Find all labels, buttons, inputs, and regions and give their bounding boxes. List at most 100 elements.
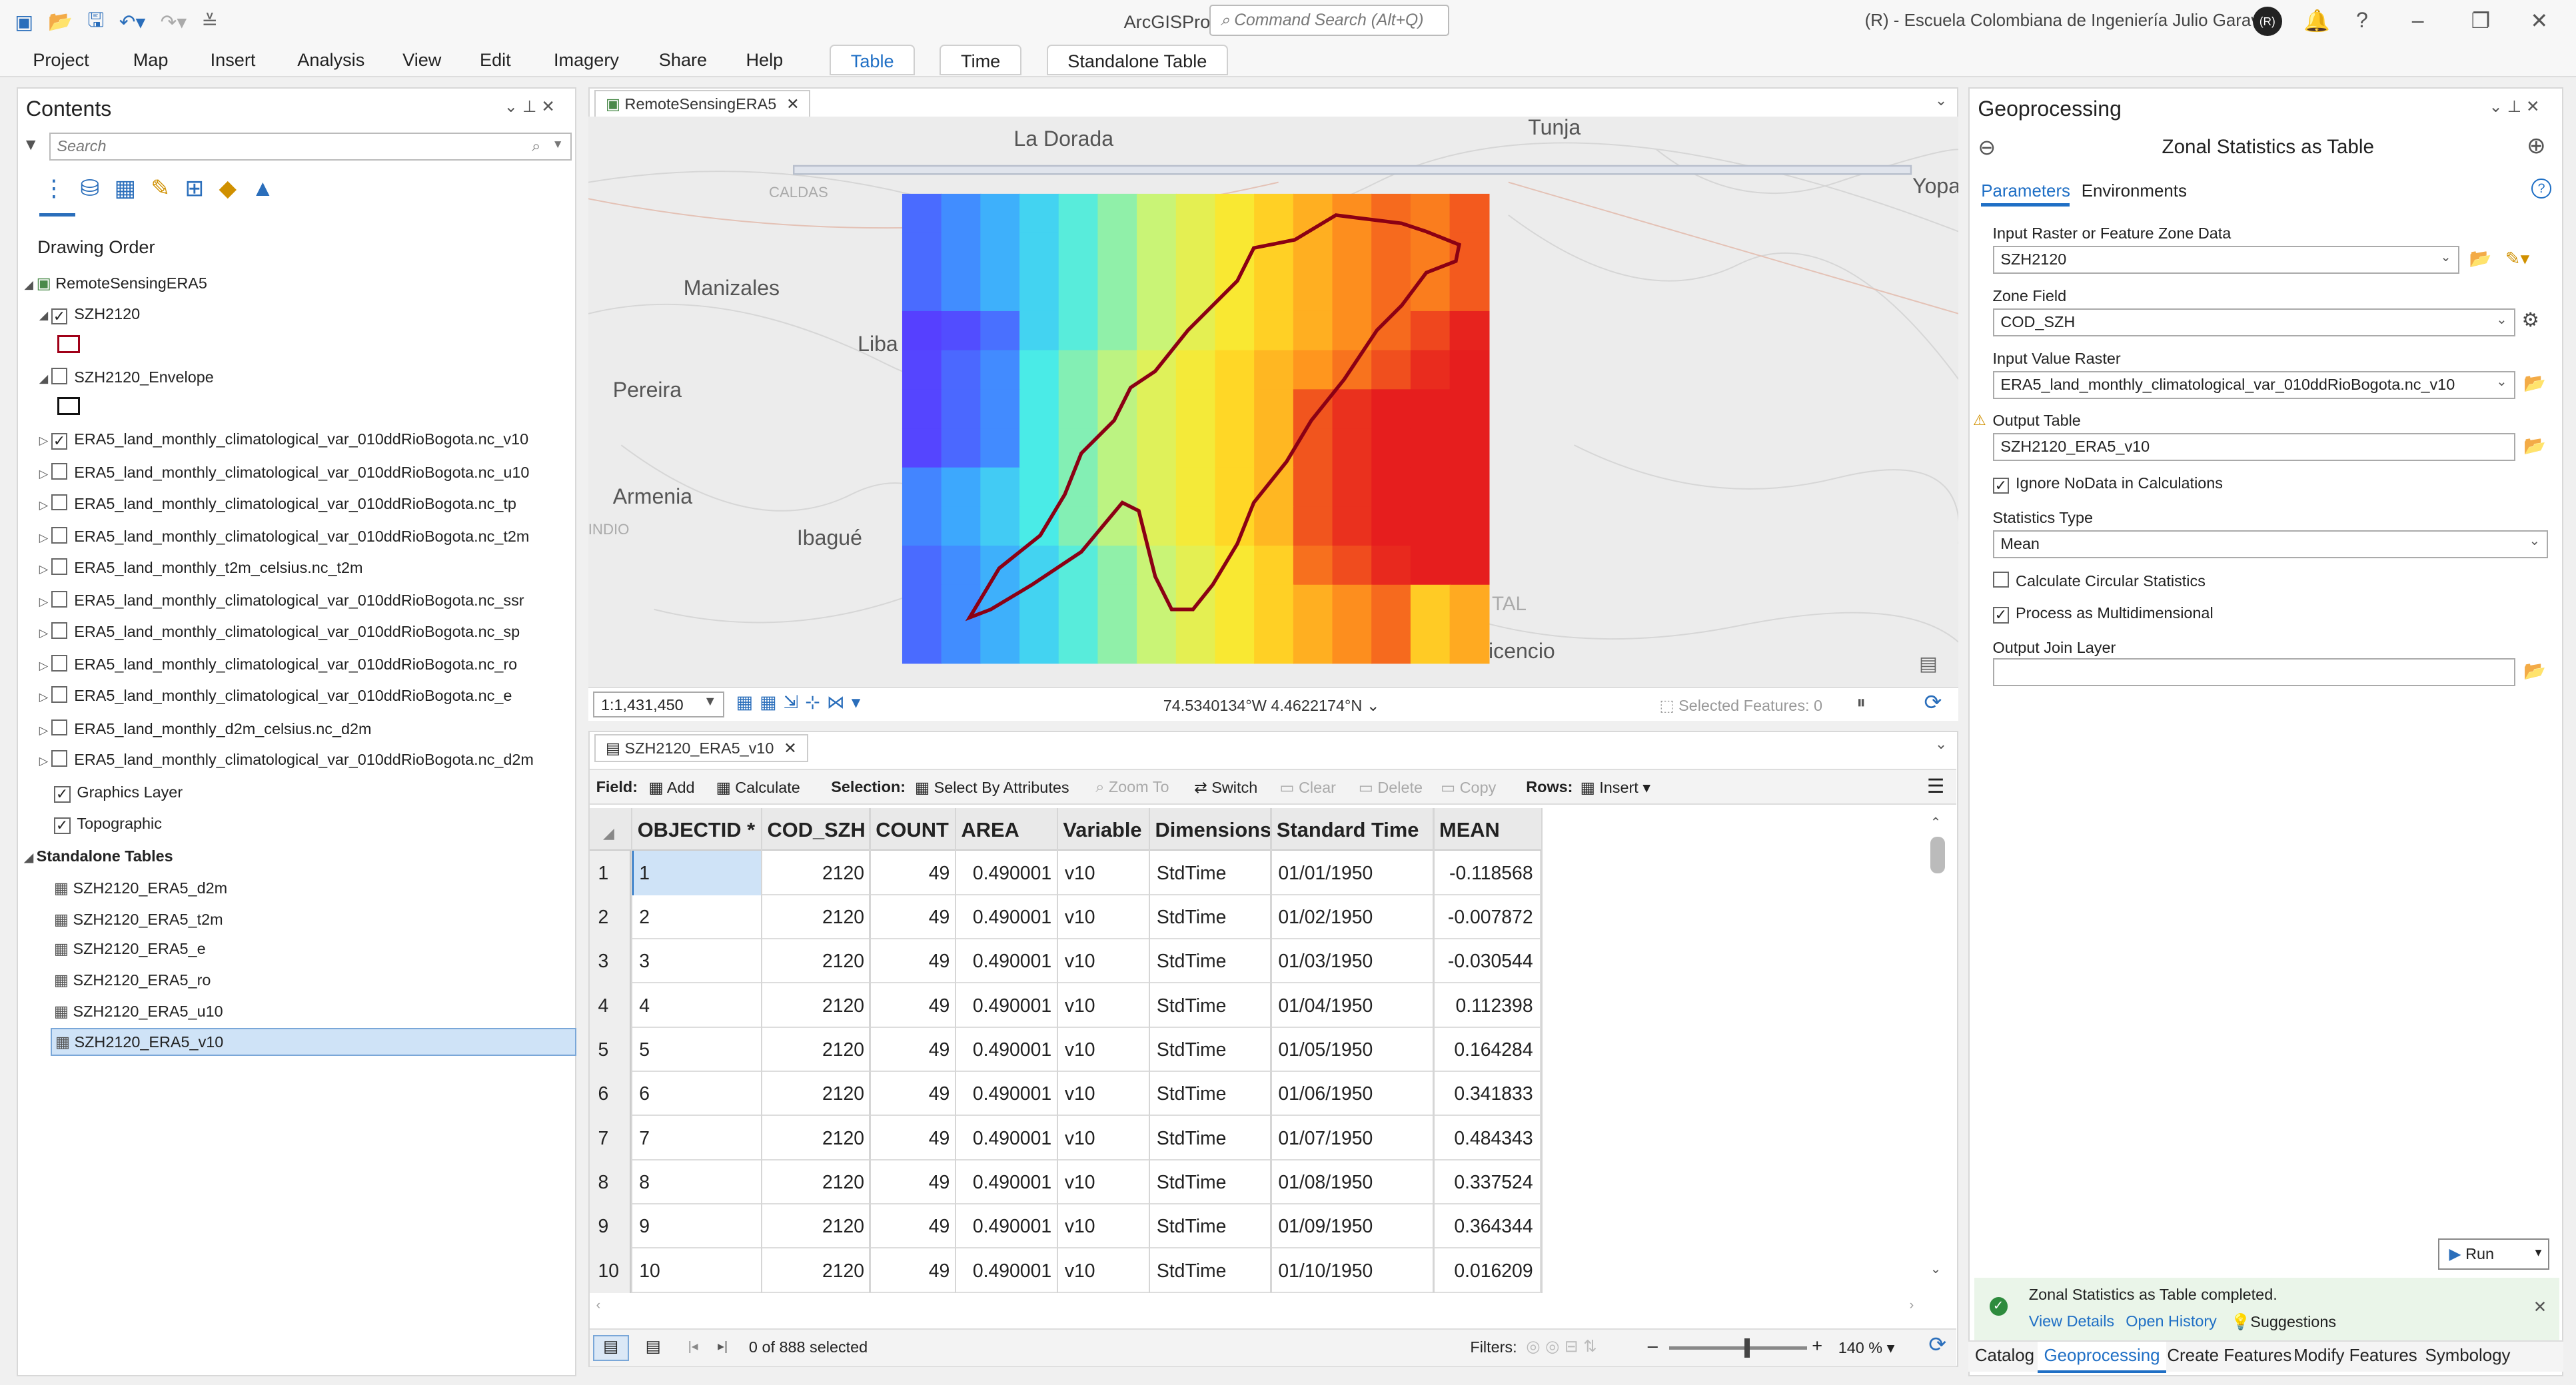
help-icon[interactable]: ? (2355, 8, 2368, 33)
scroll-left-icon[interactable]: ‹ (596, 1297, 601, 1312)
column-header[interactable]: Dimensions (1155, 817, 1272, 841)
tab-parameters[interactable]: Parameters (1981, 182, 2070, 201)
coordinate-readout[interactable]: 74.5340134°W 4.4622174°N ⌄ (1163, 696, 1380, 715)
tab-table[interactable]: Table (830, 44, 916, 76)
input-raster-select[interactable]: SZH2120 ⌄ (1992, 246, 2459, 274)
row-header[interactable] (590, 1027, 631, 1072)
first-record-icon[interactable]: |◂ (688, 1338, 698, 1354)
polygon-symbol[interactable] (57, 334, 81, 353)
nav-icon[interactable]: ⇲ (783, 691, 806, 712)
chevron-down-icon[interactable]: ⌄ (1934, 91, 1948, 109)
expand-icon[interactable]: ▷ (39, 433, 51, 447)
standalone-table-item[interactable]: ▦ SZH2120_ERA5_e (51, 936, 576, 964)
checkbox-unchecked[interactable] (51, 494, 68, 511)
zoom-level[interactable]: 140 % ▾ (1838, 1338, 1895, 1356)
map-tools[interactable]: ▦▦⇲⊹⋈▾ (736, 692, 868, 713)
layer-item[interactable]: ◢ ✓ SZH2120 (39, 305, 140, 325)
map-legend-icon[interactable]: ▤ (1919, 652, 1938, 675)
checkbox-unchecked[interactable] (51, 591, 68, 608)
zoom-out-icon[interactable]: – (1647, 1334, 1658, 1356)
avatar[interactable]: (R) (2252, 6, 2282, 37)
select-all-icon[interactable]: ◢ (602, 824, 615, 841)
add-field-button[interactable]: ▦ Add (649, 778, 695, 797)
show-all-icon[interactable]: ▤ (592, 1334, 629, 1362)
add-icon[interactable]: ⊕ (2526, 133, 2546, 159)
stats-type-select[interactable]: Mean ⌄ (1992, 530, 2548, 558)
folder-icon[interactable]: 📂 (2523, 372, 2546, 394)
zoom-slider[interactable] (1668, 1338, 1807, 1358)
collapse-icon[interactable]: ◢ (24, 278, 37, 292)
table-row[interactable] (590, 983, 1541, 1028)
tab-time[interactable]: Time (940, 44, 1021, 76)
envelope-symbol[interactable] (57, 397, 81, 416)
row-number[interactable]: 4 (598, 995, 609, 1017)
column-header[interactable]: COD_SZH (767, 817, 866, 841)
help-icon[interactable]: ? (2531, 179, 2551, 199)
tab-modify-features[interactable]: Modify Features (2293, 1346, 2417, 1366)
column-header[interactable]: AREA (961, 817, 1019, 841)
symbology-icon[interactable]: ▲ (251, 176, 289, 202)
map-tab[interactable]: ▣ RemoteSensingERA5 ✕ (594, 90, 811, 119)
zoom-slider-handle[interactable] (1744, 1338, 1750, 1358)
tab-analysis[interactable]: Analysis (297, 49, 365, 70)
row-number[interactable]: 9 (598, 1216, 609, 1238)
checkbox-unchecked[interactable] (51, 527, 68, 544)
layer-item[interactable]: ▷ ERA5_land_monthly_climatological_var_0… (39, 494, 516, 513)
row-number[interactable]: 8 (598, 1171, 609, 1193)
tab-create-features[interactable]: Create Features (2167, 1346, 2292, 1366)
expand-icon[interactable]: ▷ (39, 467, 51, 481)
checkbox-unchecked[interactable] (51, 462, 68, 480)
drawing-order-icon[interactable]: ⋮ (42, 176, 81, 202)
table-row[interactable] (590, 1072, 1541, 1117)
checkbox-checked[interactable]: ✓ (51, 433, 68, 450)
output-table-input[interactable]: SZH2120_ERA5_v10 (1992, 433, 2515, 462)
column-header[interactable]: COUNT (876, 817, 949, 841)
expand-icon[interactable]: ▷ (39, 498, 51, 512)
pane-menu-icon[interactable]: ⌄ ⊥ ✕ (504, 98, 555, 116)
scroll-right-icon[interactable]: › (1909, 1297, 1914, 1312)
column-header[interactable]: Variable (1063, 817, 1142, 841)
standalone-table-item[interactable]: ▦ SZH2120_ERA5_ro (51, 967, 576, 995)
layer-item[interactable]: ▷ ✓ ERA5_land_monthly_climatological_var_… (39, 430, 528, 450)
tab-geoprocessing[interactable]: Geoprocessing (2037, 1342, 2167, 1373)
label-icon[interactable]: ◆ (219, 176, 252, 202)
filter-icon[interactable]: ▼ (23, 136, 39, 155)
time-slider-track[interactable] (792, 165, 1912, 175)
collapse-icon[interactable]: ◢ (39, 372, 51, 386)
back-icon[interactable]: ⊖ (1978, 135, 1996, 159)
row-header[interactable] (590, 939, 631, 984)
collapse-icon[interactable]: ◢ (24, 850, 37, 864)
row-header[interactable] (590, 1160, 631, 1204)
select-by-attributes-button[interactable]: ▦ Select By Attributes (915, 778, 1069, 797)
layer-item[interactable]: ▷ ERA5_land_monthly_climatological_var_0… (39, 622, 520, 641)
checkbox-checked[interactable]: ✓ (1992, 477, 2010, 494)
tab-share[interactable]: Share (658, 49, 708, 70)
expand-icon[interactable]: ▷ (39, 626, 51, 640)
tab-edit[interactable]: Edit (480, 49, 511, 70)
snapping-icon[interactable]: ⊞ (185, 176, 219, 202)
column-header[interactable]: Standard Time (1276, 817, 1419, 841)
scroll-down-icon[interactable]: ⌄ (1930, 1262, 1942, 1277)
table-menu-icon[interactable]: ☰ (1926, 775, 1945, 797)
table-row[interactable] (590, 851, 1541, 895)
checkbox-unchecked[interactable] (1992, 571, 2010, 588)
checkbox-checked[interactable]: ✓ (53, 786, 71, 803)
row-number[interactable]: 2 (598, 906, 609, 928)
undo-icon[interactable]: ↶▾ (119, 11, 146, 33)
expand-icon[interactable]: ▷ (39, 595, 51, 609)
close-icon[interactable]: ✕ (786, 95, 800, 113)
checkbox-checked[interactable]: ✓ (51, 308, 68, 325)
close-icon[interactable]: ✕ (2530, 9, 2549, 33)
close-icon[interactable]: ✕ (784, 739, 797, 757)
table-row[interactable] (590, 1248, 1541, 1293)
row-number[interactable]: 6 (598, 1083, 609, 1105)
last-record-icon[interactable]: ▸| (718, 1338, 728, 1354)
open-history-link[interactable]: Open History (2126, 1312, 2217, 1330)
command-search-input[interactable]: ⌕ Command Search (Alt+Q) (1209, 5, 1449, 37)
join-layer-input[interactable] (1992, 658, 2515, 687)
standalone-tables-header[interactable]: ◢ Standalone Tables (25, 847, 173, 865)
tab-environments[interactable]: Environments (2081, 182, 2187, 201)
folder-icon[interactable]: 📂 (2523, 434, 2546, 456)
checkbox-unchecked[interactable] (51, 719, 68, 736)
edit-icon[interactable]: ✎ (151, 176, 185, 202)
